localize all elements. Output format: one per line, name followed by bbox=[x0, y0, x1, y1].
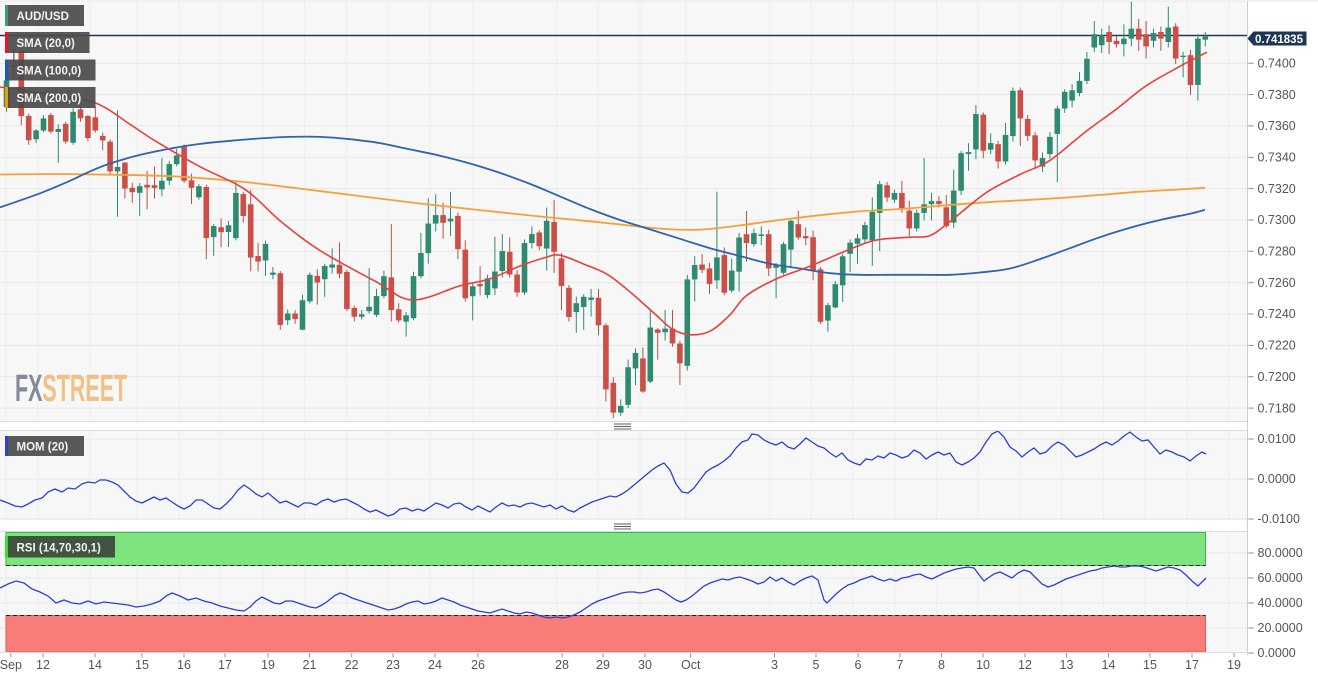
svg-text:28: 28 bbox=[555, 658, 569, 672]
svg-text:AUD/USD: AUD/USD bbox=[17, 11, 69, 23]
svg-text:0.7400: 0.7400 bbox=[1258, 56, 1296, 70]
svg-text:19: 19 bbox=[261, 658, 275, 672]
svg-text:3: 3 bbox=[771, 658, 778, 672]
svg-text:24: 24 bbox=[428, 658, 442, 672]
svg-text:0.0000: 0.0000 bbox=[1258, 472, 1296, 486]
svg-text:10: 10 bbox=[976, 658, 990, 672]
svg-text:7: 7 bbox=[897, 658, 904, 672]
svg-text:0.741835: 0.741835 bbox=[1255, 34, 1304, 46]
svg-text:0.7320: 0.7320 bbox=[1258, 182, 1296, 196]
svg-text:26: 26 bbox=[471, 658, 485, 672]
svg-text:17: 17 bbox=[1185, 658, 1199, 672]
svg-text:23: 23 bbox=[386, 658, 400, 672]
svg-text:0.7260: 0.7260 bbox=[1258, 276, 1296, 290]
svg-text:14: 14 bbox=[1102, 658, 1116, 672]
svg-text:MOM (20): MOM (20) bbox=[17, 442, 69, 454]
svg-text:Sep: Sep bbox=[0, 658, 22, 672]
svg-text:RSI (14,70,30,1): RSI (14,70,30,1) bbox=[17, 542, 102, 554]
svg-text:8: 8 bbox=[938, 658, 945, 672]
svg-text:FXSTREET: FXSTREET bbox=[15, 367, 127, 410]
svg-text:15: 15 bbox=[1143, 658, 1157, 672]
svg-text:19: 19 bbox=[1227, 658, 1241, 672]
svg-text:60.0000: 60.0000 bbox=[1258, 571, 1303, 585]
svg-text:0.7280: 0.7280 bbox=[1258, 245, 1296, 259]
svg-text:17: 17 bbox=[218, 658, 232, 672]
svg-text:SMA (20,0): SMA (20,0) bbox=[17, 38, 76, 50]
svg-text:20.0000: 20.0000 bbox=[1258, 621, 1303, 635]
svg-text:SMA (100,0): SMA (100,0) bbox=[17, 66, 82, 78]
svg-text:0.7240: 0.7240 bbox=[1258, 307, 1296, 321]
svg-text:0.0000: 0.0000 bbox=[1258, 646, 1296, 660]
svg-text:80.0000: 80.0000 bbox=[1258, 546, 1303, 560]
svg-text:SMA (200,0): SMA (200,0) bbox=[17, 93, 82, 105]
svg-text:0.7300: 0.7300 bbox=[1258, 213, 1296, 227]
svg-text:0.7380: 0.7380 bbox=[1258, 88, 1296, 102]
svg-text:6: 6 bbox=[855, 658, 862, 672]
svg-text:40.0000: 40.0000 bbox=[1258, 596, 1303, 610]
svg-text:22: 22 bbox=[345, 658, 359, 672]
svg-text:0.7200: 0.7200 bbox=[1258, 370, 1296, 384]
svg-text:16: 16 bbox=[177, 658, 191, 672]
svg-text:12: 12 bbox=[36, 658, 50, 672]
svg-text:0.7180: 0.7180 bbox=[1258, 401, 1296, 415]
svg-text:29: 29 bbox=[596, 658, 610, 672]
svg-text:0.7340: 0.7340 bbox=[1258, 151, 1296, 165]
svg-text:0.7220: 0.7220 bbox=[1258, 339, 1296, 353]
svg-text:30: 30 bbox=[638, 658, 652, 672]
svg-text:14: 14 bbox=[88, 658, 102, 672]
svg-text:21: 21 bbox=[303, 658, 317, 672]
svg-text:-0.0100: -0.0100 bbox=[1258, 512, 1300, 526]
svg-text:0.7360: 0.7360 bbox=[1258, 119, 1296, 133]
svg-text:Oct: Oct bbox=[681, 658, 701, 672]
svg-text:15: 15 bbox=[135, 658, 149, 672]
svg-text:5: 5 bbox=[813, 658, 820, 672]
svg-text:12: 12 bbox=[1018, 658, 1032, 672]
svg-text:13: 13 bbox=[1060, 658, 1074, 672]
svg-text:0.0100: 0.0100 bbox=[1258, 432, 1296, 446]
